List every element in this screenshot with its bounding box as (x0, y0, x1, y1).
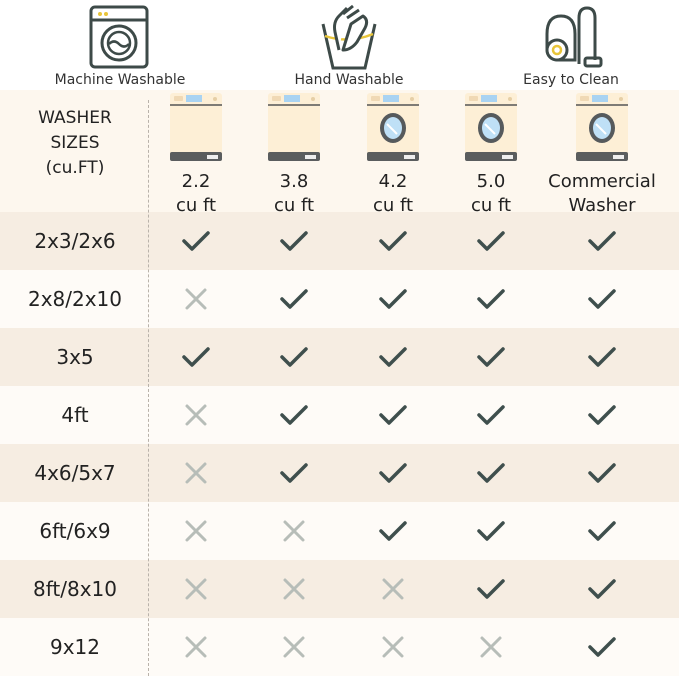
column-header: 2.2 cu ft (141, 92, 251, 218)
check-icon (182, 227, 210, 255)
capacity-line: 2.2 (181, 171, 211, 192)
check-icon (588, 285, 616, 313)
check-icon (588, 343, 616, 371)
vacuum-cleaner-icon (471, 4, 671, 70)
check-icon (477, 343, 505, 371)
check-icon (477, 401, 505, 429)
cross-icon (280, 575, 308, 603)
rug-size: 2x3/2x6 (34, 229, 116, 253)
capacity-line: 4.2 (378, 171, 408, 192)
cross-icon (280, 517, 308, 545)
check-icon (588, 517, 616, 545)
hand-wash-icon (249, 4, 449, 70)
table-row: 9x12 (0, 618, 679, 676)
cross-icon (182, 633, 210, 661)
check-icon (379, 227, 407, 255)
column-header: Commercial Washer (547, 92, 657, 218)
feature-label: Hand Washable (294, 72, 404, 88)
capacity-line: cu ft (273, 195, 315, 216)
check-icon (477, 575, 505, 603)
check-icon (379, 459, 407, 487)
check-icon (477, 517, 505, 545)
check-icon (379, 285, 407, 313)
check-icon (280, 459, 308, 487)
cross-icon (182, 285, 210, 313)
check-icon (588, 227, 616, 255)
rug-size: 4x6/5x7 (34, 461, 116, 485)
washing-machine-icon (20, 4, 220, 70)
check-icon (477, 227, 505, 255)
capacity-line: cu ft (175, 195, 217, 216)
check-icon (182, 343, 210, 371)
washer-icon (575, 93, 629, 166)
capacity-label: Commercial Washer (547, 170, 657, 218)
rug-size: 4ft (61, 403, 89, 427)
washer-icon (169, 93, 223, 166)
table-header-band (0, 90, 679, 212)
capacity-line: cu ft (372, 195, 414, 216)
check-icon (379, 517, 407, 545)
table-row: 2x8/2x10 (0, 270, 679, 328)
check-icon (379, 401, 407, 429)
capacity-line: Commercial (548, 171, 656, 192)
column-header: 5.0 cu ft (436, 92, 546, 218)
washer-icon (366, 93, 420, 166)
cross-icon (182, 401, 210, 429)
cross-icon (379, 575, 407, 603)
capacity-label: 5.0 cu ft (436, 170, 546, 218)
table-row: 3x5 (0, 328, 679, 386)
cross-icon (182, 517, 210, 545)
feature-label: Easy to Clean (523, 72, 619, 88)
table-row: 4x6/5x7 (0, 444, 679, 502)
check-icon (477, 459, 505, 487)
cross-icon (280, 633, 308, 661)
table-row: 2x3/2x6 (0, 212, 679, 270)
capacity-line: Washer (568, 195, 636, 216)
check-icon (477, 285, 505, 313)
column-header: 4.2 cu ft (338, 92, 448, 218)
washer-sizes-header: WASHER SIZES (cu.FT) (0, 106, 150, 181)
capacity-line: 3.8 (279, 171, 309, 192)
column-header: 3.8 cu ft (239, 92, 349, 218)
table-row: 8ft/8x10 (0, 560, 679, 618)
rug-size: 9x12 (49, 635, 100, 659)
rug-size: 6ft/6x9 (39, 519, 111, 543)
capacity-label: 3.8 cu ft (239, 170, 349, 218)
check-icon (588, 633, 616, 661)
check-icon (588, 575, 616, 603)
table-row: 6ft/6x9 (0, 502, 679, 560)
header-line: SIZES (50, 133, 100, 153)
feature-washing-machine: Machine Washable (20, 0, 220, 88)
capacity-label: 2.2 cu ft (141, 170, 251, 218)
dashed-divider (148, 100, 149, 676)
check-icon (379, 343, 407, 371)
cross-icon (182, 459, 210, 487)
feature-vacuum-cleaner: Easy to Clean (471, 0, 671, 88)
check-icon (588, 401, 616, 429)
check-icon (280, 285, 308, 313)
washer-icon (464, 93, 518, 166)
rug-size: 3x5 (56, 345, 94, 369)
feature-hand-wash: Hand Washable (249, 0, 449, 88)
feature-label: Machine Washable (54, 72, 186, 88)
check-icon (280, 401, 308, 429)
capacity-label: 4.2 cu ft (338, 170, 448, 218)
cross-icon (477, 633, 505, 661)
header-line: (cu.FT) (45, 158, 105, 178)
washer-icon (267, 93, 321, 166)
rug-size: 8ft/8x10 (32, 577, 117, 601)
check-icon (280, 227, 308, 255)
check-icon (280, 343, 308, 371)
cross-icon (379, 633, 407, 661)
cross-icon (182, 575, 210, 603)
rug-size: 2x8/2x10 (27, 287, 123, 311)
check-icon (588, 459, 616, 487)
capacity-line: cu ft (470, 195, 512, 216)
header-line: WASHER (38, 108, 112, 128)
table-row: 4ft (0, 386, 679, 444)
capacity-line: 5.0 (476, 171, 506, 192)
